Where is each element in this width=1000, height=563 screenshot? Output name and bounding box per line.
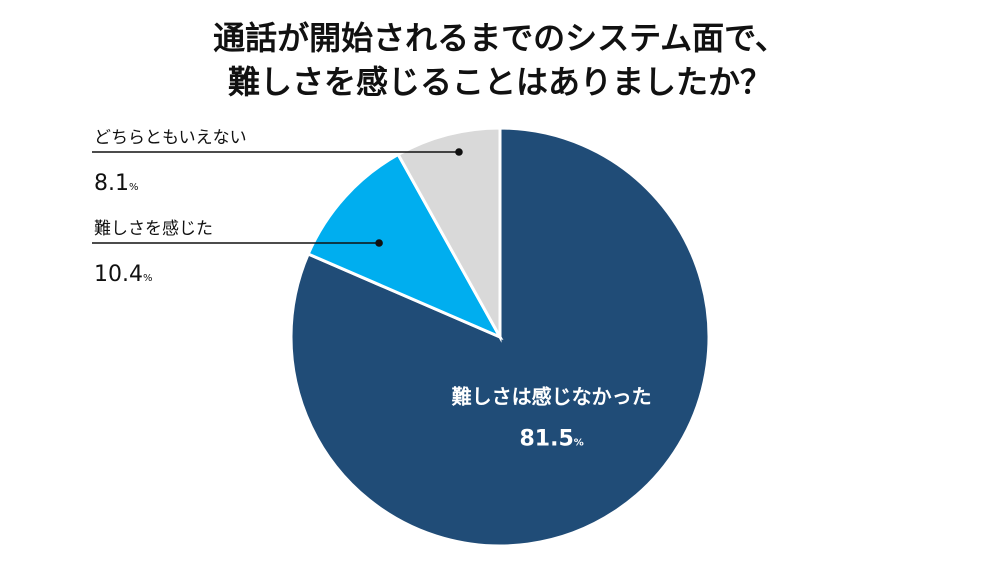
slice-value-slice-1: 81.5% [519,427,583,452]
slice-label-slice-3: どちらともいえない [94,128,247,148]
slice-value-slice-2: 10.4% [94,262,153,287]
pie-slice-3 [396,126,502,343]
pie-slice-2 [306,152,504,341]
chart-title-line-1: 通話が開始されるまでのシステム面で、 [213,19,787,57]
pie-slice-1 [289,126,711,548]
chart-title-line-2: 難しさを感じることはありましたか？ [227,63,772,101]
chart-title: 通話が開始されるまでのシステム面で、 難しさを感じることはありましたか？ [0,16,1000,104]
slice-value-slice-3: 8.1% [94,171,139,196]
leader-dot-slice-3 [455,148,463,156]
leader-dot-slice-2 [375,239,383,247]
slice-label-slice-1: 難しさは感じなかった [452,385,652,409]
slice-label-slice-2: 難しさを感じた [94,219,213,239]
